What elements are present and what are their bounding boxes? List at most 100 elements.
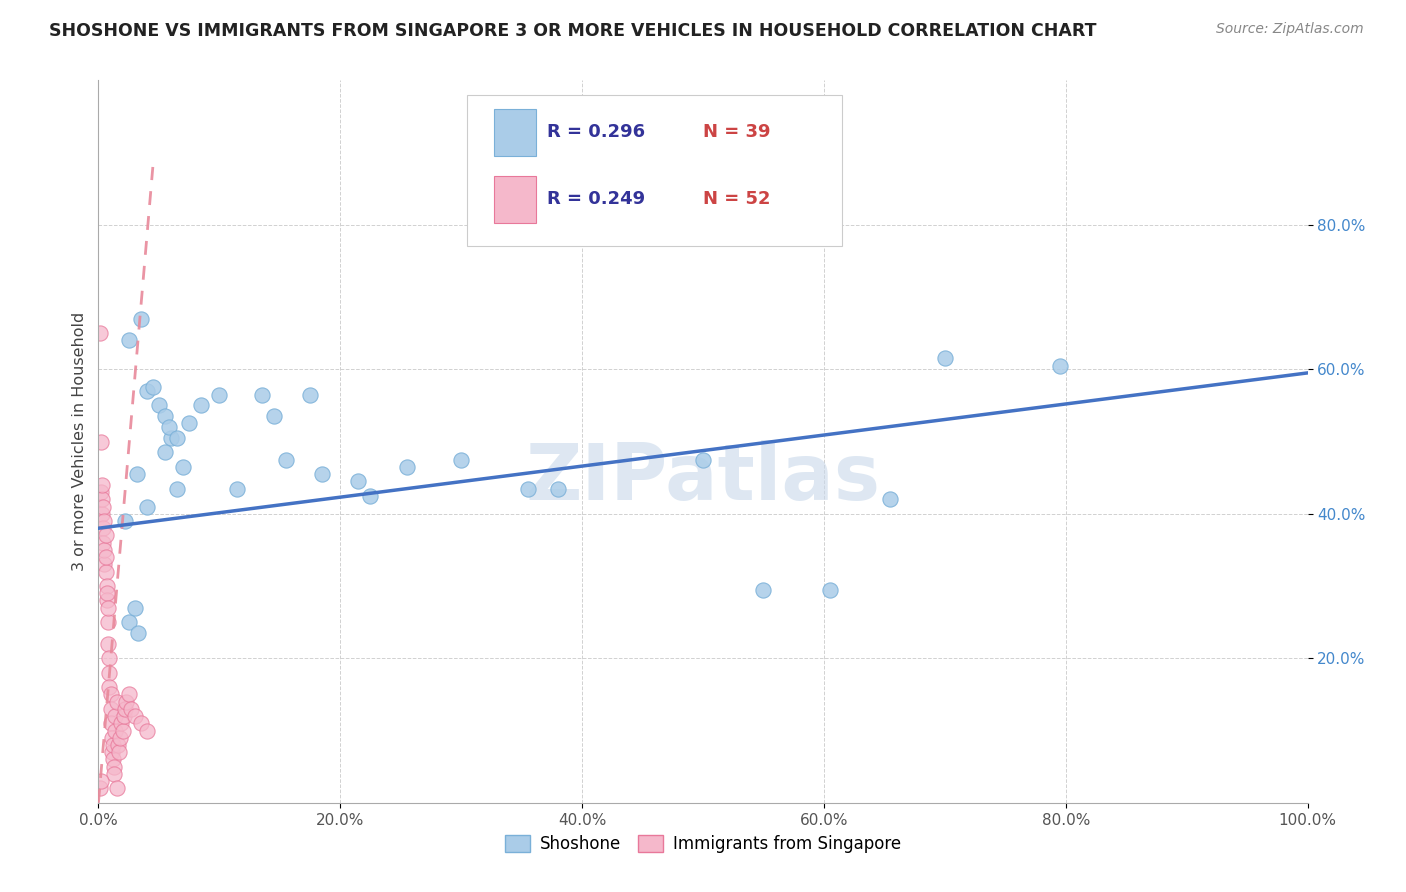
Point: [103, 767, 125, 781]
Point: [91, 507, 114, 521]
Point: [752, 582, 775, 597]
Text: R = 0.296: R = 0.296: [547, 123, 645, 141]
Point: [94, 565, 117, 579]
Point: [101, 738, 124, 752]
Point: [91, 492, 114, 507]
Point: [98, 651, 121, 665]
Point: [114, 702, 136, 716]
Point: [166, 431, 188, 445]
Point: [818, 582, 841, 597]
Point: [879, 492, 901, 507]
Point: [190, 398, 212, 412]
Point: [166, 482, 188, 496]
Point: [107, 738, 129, 752]
Point: [450, 452, 472, 467]
Point: [91, 478, 114, 492]
Text: Source: ZipAtlas.com: Source: ZipAtlas.com: [1216, 22, 1364, 37]
Point: [1049, 359, 1071, 373]
Point: [93, 542, 115, 557]
Point: [118, 687, 141, 701]
Point: [160, 431, 183, 445]
Point: [108, 731, 131, 745]
Point: [226, 482, 249, 496]
Point: [112, 709, 135, 723]
Point: [148, 398, 170, 412]
FancyBboxPatch shape: [494, 177, 536, 223]
Point: [135, 500, 157, 514]
Point: [347, 475, 370, 489]
Point: [93, 558, 115, 572]
Point: [90, 774, 112, 789]
Point: [98, 665, 121, 680]
FancyBboxPatch shape: [494, 109, 536, 156]
FancyBboxPatch shape: [467, 95, 842, 246]
Point: [100, 716, 122, 731]
Point: [96, 586, 118, 600]
Text: ZIPatlas: ZIPatlas: [526, 440, 880, 516]
Point: [208, 387, 231, 401]
Point: [129, 311, 152, 326]
Point: [89, 781, 111, 796]
Point: [100, 702, 122, 716]
Point: [118, 615, 141, 630]
Point: [395, 459, 418, 474]
Point: [120, 702, 142, 716]
Point: [110, 716, 132, 731]
Point: [250, 387, 273, 401]
Point: [153, 445, 176, 459]
Point: [118, 334, 141, 348]
Point: [127, 626, 149, 640]
Point: [90, 434, 112, 449]
Point: [111, 723, 134, 738]
Point: [90, 485, 112, 500]
Point: [94, 528, 117, 542]
Y-axis label: 3 or more Vehicles in Household: 3 or more Vehicles in Household: [72, 312, 87, 571]
Point: [93, 514, 115, 528]
Point: [360, 489, 382, 503]
Point: [94, 550, 117, 565]
Point: [104, 723, 127, 738]
Point: [96, 579, 118, 593]
Point: [153, 409, 176, 424]
Legend: Shoshone, Immigrants from Singapore: Shoshone, Immigrants from Singapore: [498, 828, 908, 860]
Point: [89, 326, 111, 340]
Point: [98, 680, 121, 694]
Point: [97, 600, 120, 615]
Point: [91, 521, 114, 535]
Point: [104, 709, 127, 723]
Point: [934, 351, 956, 366]
Point: [157, 420, 180, 434]
Point: [127, 467, 149, 481]
Point: [274, 452, 297, 467]
Point: [100, 731, 122, 745]
Point: [124, 709, 146, 723]
Point: [97, 637, 120, 651]
Point: [135, 723, 157, 738]
Point: [142, 380, 165, 394]
Point: [96, 593, 118, 607]
Point: [100, 745, 122, 759]
Text: N = 52: N = 52: [703, 191, 770, 209]
Point: [91, 535, 114, 549]
Text: R = 0.249: R = 0.249: [547, 191, 645, 209]
Point: [108, 745, 131, 759]
Point: [97, 615, 120, 630]
Point: [547, 482, 569, 496]
Point: [114, 514, 136, 528]
Point: [263, 409, 285, 424]
Point: [135, 384, 157, 398]
Point: [105, 781, 128, 796]
Point: [100, 687, 122, 701]
Point: [179, 417, 201, 431]
Point: [91, 500, 114, 514]
Point: [299, 387, 322, 401]
Text: N = 39: N = 39: [703, 123, 770, 141]
Point: [172, 459, 194, 474]
Point: [311, 467, 333, 481]
Point: [692, 452, 714, 467]
Point: [516, 482, 538, 496]
Point: [115, 695, 138, 709]
Text: SHOSHONE VS IMMIGRANTS FROM SINGAPORE 3 OR MORE VEHICLES IN HOUSEHOLD CORRELATIO: SHOSHONE VS IMMIGRANTS FROM SINGAPORE 3 …: [49, 22, 1097, 40]
Point: [103, 760, 125, 774]
Point: [101, 752, 124, 766]
